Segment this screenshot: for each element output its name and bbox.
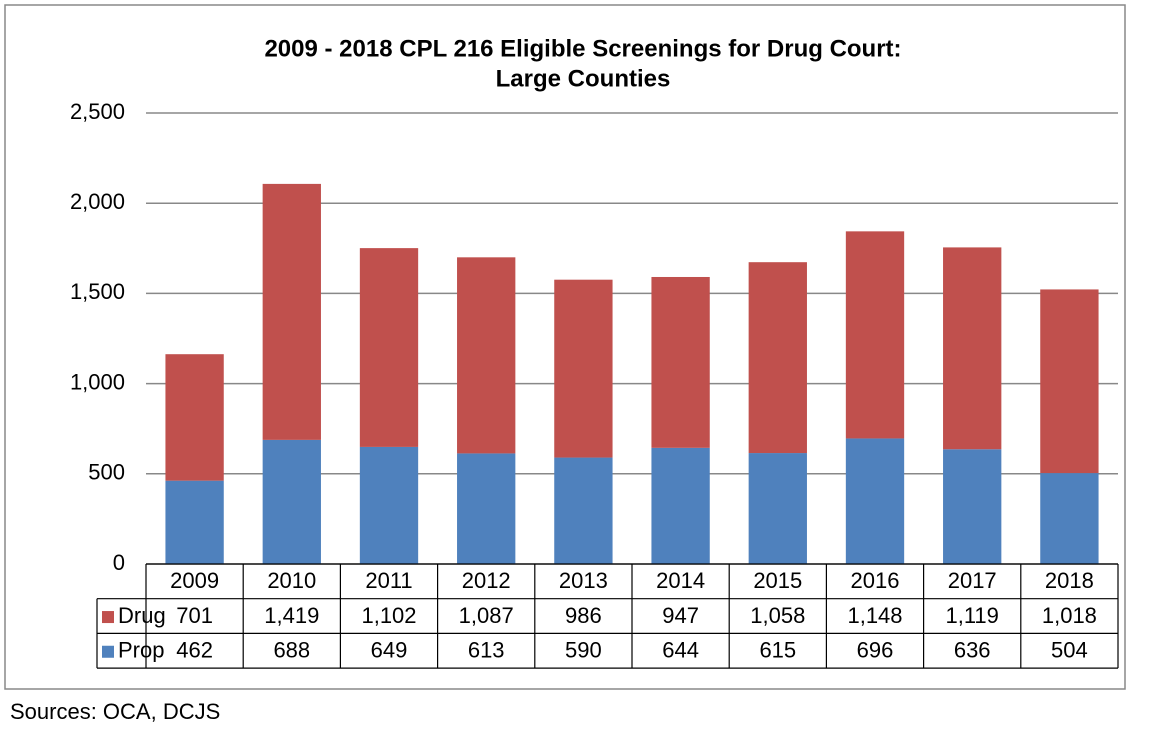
table-value: 590 xyxy=(565,638,602,663)
bar-segment xyxy=(457,257,516,454)
x-tick-label: 2009 xyxy=(170,568,219,593)
table-value: 636 xyxy=(954,638,991,663)
bar-segment xyxy=(554,457,613,564)
table-value: 649 xyxy=(371,638,408,663)
table-value: 1,087 xyxy=(459,603,514,628)
table-value: 688 xyxy=(273,638,310,663)
x-tick-label: 2015 xyxy=(753,568,802,593)
bar-segment xyxy=(457,453,516,564)
legend-swatch xyxy=(102,611,114,624)
legend-label: Prop xyxy=(118,638,164,663)
bar-segment xyxy=(554,279,613,458)
table-value: 1,058 xyxy=(750,603,805,628)
bar-segment xyxy=(165,480,224,564)
x-tick-label: 2010 xyxy=(267,568,316,593)
y-tick-label: 2,000 xyxy=(70,189,125,214)
y-tick-label: 500 xyxy=(88,460,125,485)
bar-segment xyxy=(651,447,710,564)
table-value: 696 xyxy=(857,638,894,663)
source-note: Sources: OCA, DCJS xyxy=(10,699,220,724)
bar-segment xyxy=(845,231,905,439)
y-tick-label: 1,500 xyxy=(70,279,125,304)
bar-segment xyxy=(262,439,321,564)
chart-title: 2009 - 2018 CPL 216 Eligible Screenings … xyxy=(264,35,901,62)
table-value: 1,102 xyxy=(361,603,416,628)
bar-segment xyxy=(1040,473,1099,564)
bar-segment xyxy=(651,276,710,448)
y-tick-label: 2,500 xyxy=(70,99,125,124)
x-tick-label: 2016 xyxy=(851,568,900,593)
x-tick-label: 2011 xyxy=(365,568,412,593)
table-value: 947 xyxy=(662,603,699,628)
table-value: 615 xyxy=(759,638,796,663)
table-value: 1,148 xyxy=(847,603,902,628)
table-value: 1,018 xyxy=(1042,603,1097,628)
table-value: 1,119 xyxy=(945,603,998,628)
bar-segment xyxy=(262,183,321,440)
chart-title: Large Counties xyxy=(496,65,671,92)
table-value: 701 xyxy=(176,603,213,628)
table-value: 644 xyxy=(662,638,699,663)
legend-label: Drug xyxy=(118,603,166,628)
bar-segment xyxy=(359,248,419,447)
y-tick-label: 1,000 xyxy=(70,369,125,394)
legend-swatch xyxy=(102,645,114,658)
table-value: 504 xyxy=(1051,638,1088,663)
table-value: 986 xyxy=(565,603,602,628)
bar-segment xyxy=(845,438,905,564)
bar-segment xyxy=(748,453,807,564)
table-value: 1,419 xyxy=(264,603,319,628)
bar-segment xyxy=(943,449,1002,564)
x-tick-label: 2017 xyxy=(948,568,997,593)
x-tick-label: 2014 xyxy=(656,568,705,593)
bar-segment xyxy=(359,446,419,564)
bar-segment xyxy=(165,354,224,481)
table-value: 613 xyxy=(468,638,505,663)
x-tick-label: 2012 xyxy=(462,568,511,593)
y-tick-label: 0 xyxy=(113,550,125,575)
table-value: 462 xyxy=(176,638,213,663)
bar-segment xyxy=(943,247,1002,450)
x-tick-label: 2013 xyxy=(559,568,608,593)
x-tick-label: 2018 xyxy=(1045,568,1094,593)
bar-segment xyxy=(748,262,807,454)
bar-segment xyxy=(1040,289,1099,474)
